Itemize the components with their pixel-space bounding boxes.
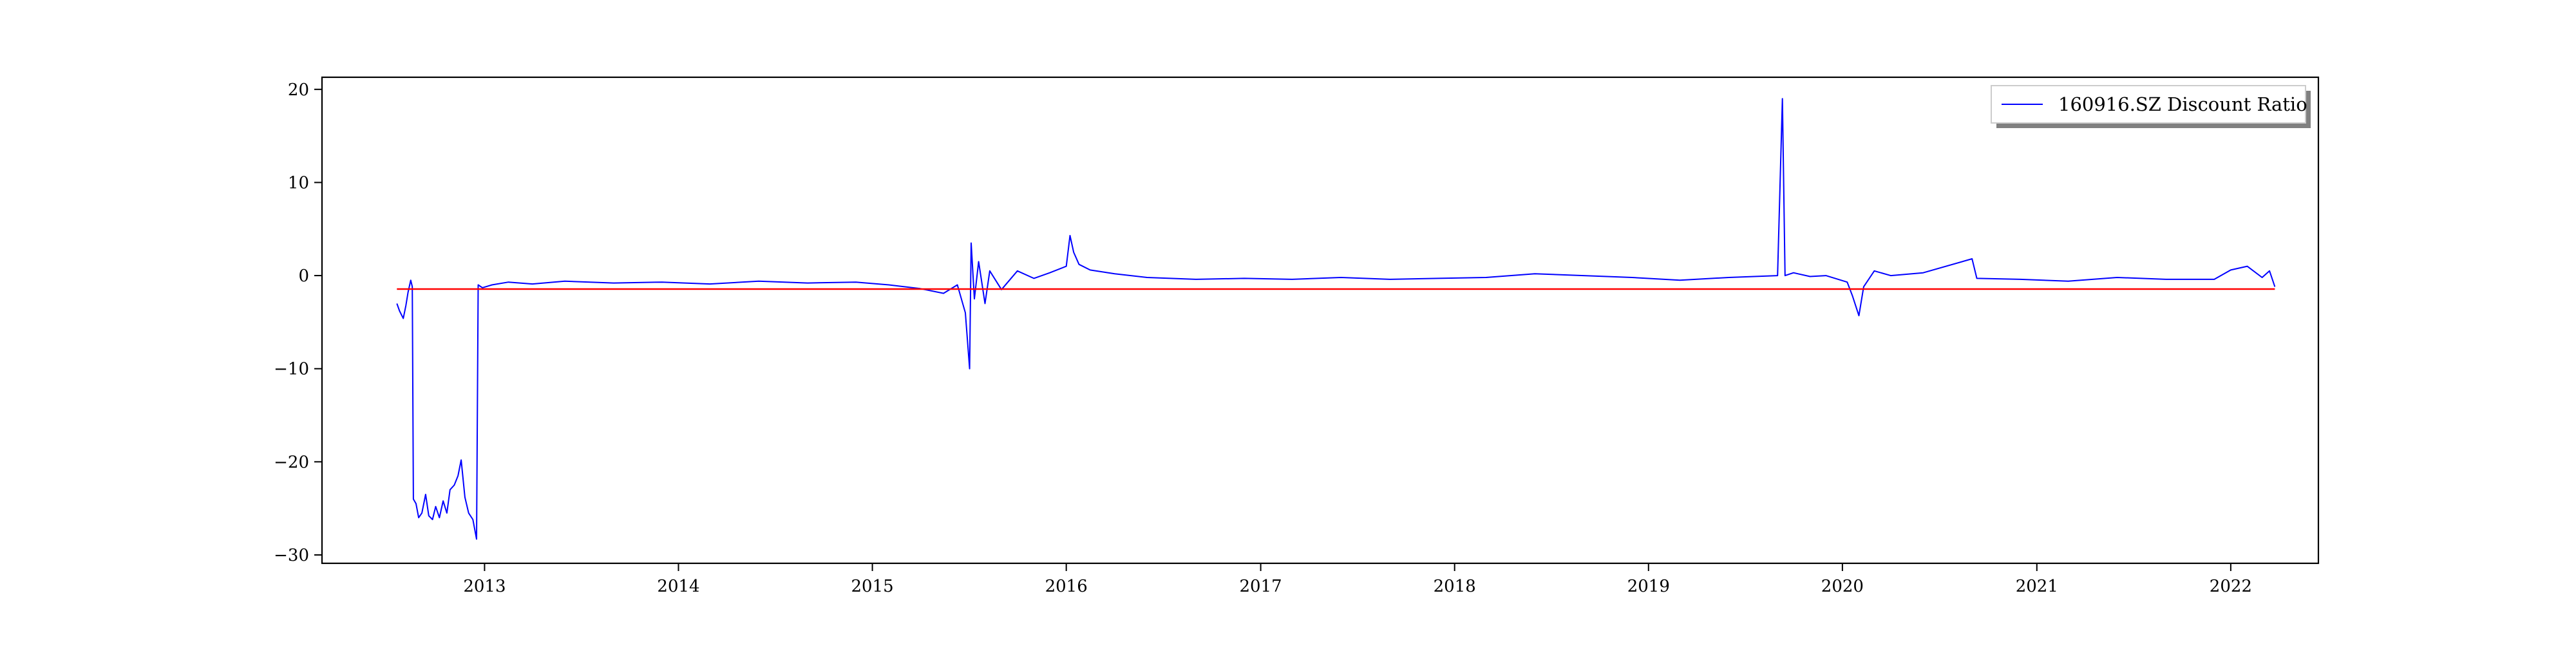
series-layer bbox=[396, 98, 2276, 540]
x-tick-label: 2021 bbox=[2016, 577, 2058, 596]
plot-frame bbox=[321, 76, 2320, 565]
y-tick-label: 0 bbox=[298, 267, 309, 286]
discount-ratio-line bbox=[396, 98, 2276, 540]
y-tick-label: −20 bbox=[274, 453, 309, 472]
x-axis: 2013 2014 2015 2016 2017 2018 2019 2020 2021 2022 bbox=[463, 563, 2252, 596]
x-tick-label: 2020 bbox=[1821, 577, 1864, 596]
x-tick-label: 2022 bbox=[2210, 577, 2252, 596]
x-tick-label: 2018 bbox=[1434, 577, 1476, 596]
x-tick-label: 2013 bbox=[463, 577, 506, 596]
legend-box bbox=[1991, 85, 2306, 124]
x-tick-label: 2014 bbox=[657, 577, 699, 596]
x-tick-label: 2015 bbox=[851, 577, 894, 596]
x-tick-label: 2016 bbox=[1045, 577, 1088, 596]
y-tick-label: 20 bbox=[288, 80, 309, 100]
y-axis: 20 10 0 −10 −20 −30 bbox=[274, 80, 322, 565]
x-tick-label: 2019 bbox=[1627, 577, 1670, 596]
y-tick-label: 10 bbox=[288, 173, 309, 192]
legend: 160916.SZ Discount Ratio bbox=[1991, 85, 2311, 128]
y-tick-label: −10 bbox=[274, 360, 309, 379]
legend-label: 160916.SZ Discount Ratio bbox=[2058, 93, 2307, 115]
x-tick-label: 2017 bbox=[1240, 577, 1282, 596]
y-tick-label: −30 bbox=[274, 546, 309, 565]
